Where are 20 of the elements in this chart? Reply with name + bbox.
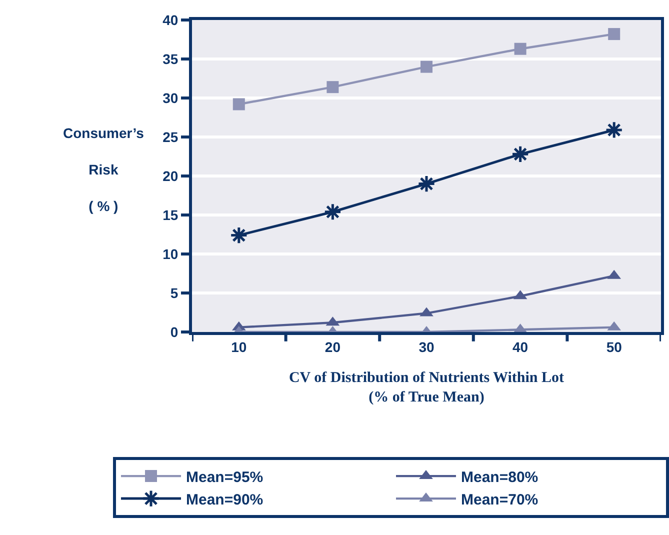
- y-tick-label: 25: [162, 128, 178, 145]
- x-tick-label: 40: [512, 338, 528, 355]
- x-tick-label: 50: [606, 338, 622, 355]
- y-tick-label: 0: [170, 324, 178, 340]
- y-tick-label: 20: [162, 168, 178, 184]
- x-tick-label: 10: [231, 338, 247, 355]
- legend-label: Mean=90%: [186, 491, 264, 508]
- y-tick-label: 15: [162, 206, 178, 223]
- legend-label: Mean=70%: [461, 491, 538, 508]
- y-tick-label: 5: [170, 284, 178, 301]
- legend-label: Mean=95%: [186, 468, 264, 486]
- x-axis-title: CV of Distribution of Nutrients Within Lot (% of True Mean): [288, 370, 564, 406]
- legend-label: Mean=80%: [461, 468, 538, 486]
- y-tick-label: 35: [162, 50, 178, 67]
- y-tick-label: 40: [162, 12, 178, 28]
- y-tick-label: 30: [162, 90, 178, 106]
- x-tick-label: 30: [418, 338, 434, 355]
- x-tick-label: 20: [324, 338, 341, 355]
- text: Consumer’s Risk ( % ): [63, 125, 144, 214]
- y-tick-label: 10: [162, 246, 178, 262]
